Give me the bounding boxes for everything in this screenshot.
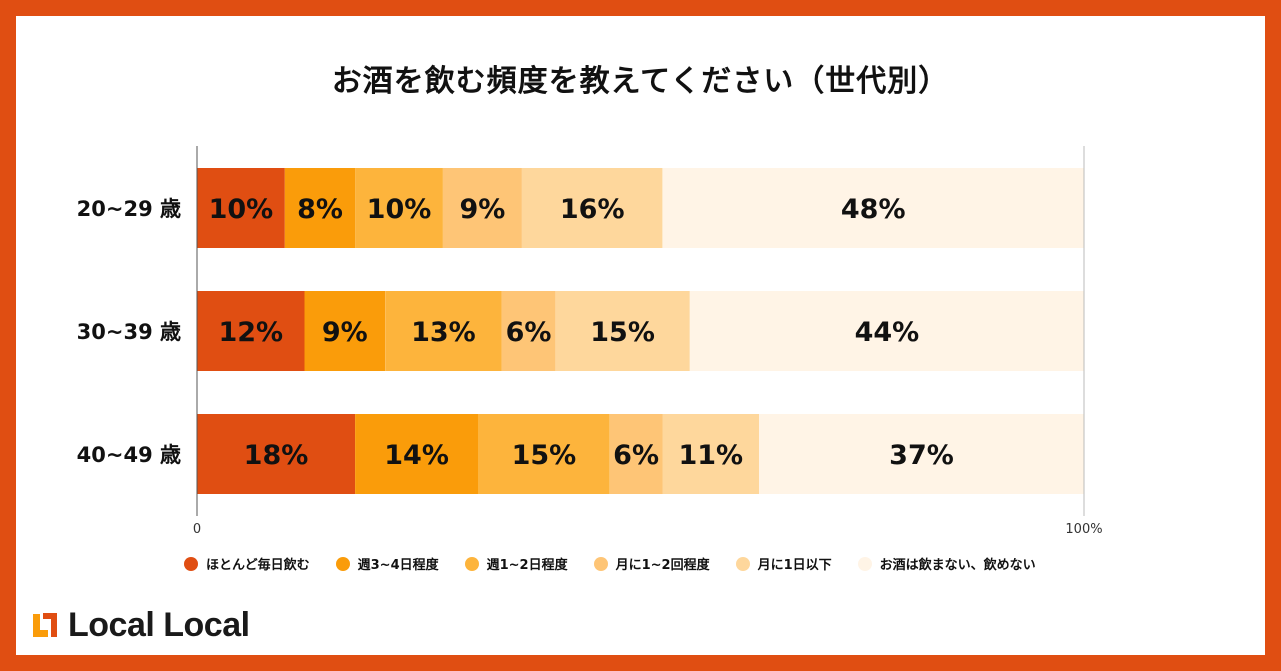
data-label: 6% [613, 440, 659, 471]
data-label: 9% [459, 194, 505, 225]
bar-segment [355, 414, 479, 494]
legend-swatch [464, 556, 479, 571]
legend-label: お酒は飲まない、飲めない [879, 558, 1036, 573]
brand-logo: Local Local [30, 608, 250, 642]
legend-item: 月に1~2回程度 [593, 554, 710, 573]
bar-segment [442, 168, 522, 248]
legend-swatch [735, 556, 750, 571]
bar-segment [284, 168, 356, 248]
legend-item: ほとんど毎日飲む [184, 554, 310, 573]
bar-segment [478, 414, 610, 494]
stacked-bar-chart: 20~29 歳 10% 8% 10% 9% 16% 48% 30~39 歳 12% 9% 13% 6%… [77, 146, 1103, 536]
data-label: 18% [244, 440, 309, 471]
bar-segment [555, 291, 690, 371]
data-label: 15% [512, 440, 577, 471]
bar-segment [521, 168, 663, 248]
chart-legend: ほとんど毎日飲む 週3~4日程度 週1~2日程度 月に1~2回程度 月に1日以下 お酒は飲… [184, 554, 1036, 573]
chart-title: お酒を飲む頻度を教えてください（世代別） [331, 64, 950, 99]
logo-text: Local Local [68, 606, 250, 644]
bar-segment [355, 168, 443, 248]
bar-segment [385, 291, 502, 371]
data-label: 9% [322, 317, 368, 348]
data-label: 10% [209, 194, 274, 225]
data-label: 16% [560, 194, 625, 225]
data-label: 12% [218, 317, 283, 348]
data-label: 37% [889, 440, 954, 471]
bar-segment [662, 168, 1084, 248]
x-tick-label: 0 [193, 522, 201, 536]
data-label: 44% [855, 317, 920, 348]
x-tick-label: 100% [1065, 522, 1102, 536]
data-label: 8% [297, 194, 343, 225]
legend-swatch [857, 556, 872, 571]
data-label: 14% [384, 440, 449, 471]
legend-label: 週1~2日程度 [486, 558, 568, 573]
legend-item: 週3~4日程度 [335, 554, 439, 573]
bar-segment [689, 291, 1084, 371]
data-label: 48% [841, 194, 906, 225]
category-label: 40~49 歳 [77, 443, 181, 467]
local-local-logo-icon [33, 613, 57, 637]
legend-swatch [593, 556, 608, 571]
bar-segment [304, 291, 386, 371]
bar-segment [197, 291, 305, 371]
legend-swatch [335, 556, 350, 571]
legend-item: お酒は飲まない、飲めない [857, 554, 1036, 573]
data-label: 11% [678, 440, 743, 471]
legend-item: 月に1日以下 [735, 554, 832, 573]
bar-segment [759, 414, 1084, 494]
legend-label: 月に1日以下 [757, 558, 832, 573]
data-label: 13% [411, 317, 476, 348]
bar-segment [501, 291, 556, 371]
category-label: 20~29 歳 [77, 197, 181, 221]
data-label: 15% [590, 317, 655, 348]
bar-segment [197, 414, 356, 494]
legend-label: ほとんど毎日飲む [206, 558, 310, 573]
data-label: 10% [367, 194, 432, 225]
bar-segment [197, 168, 285, 248]
bar-segment [609, 414, 663, 494]
legend-label: 週3~4日程度 [357, 558, 439, 573]
chart-frame: お酒を飲む頻度を教えてください（世代別） 20~29 歳 10% 8% 10% 9% 16… [16, 16, 1265, 655]
bar-segment [662, 414, 760, 494]
legend-label: 月に1~2回程度 [615, 558, 710, 573]
category-label: 30~39 歳 [77, 320, 181, 344]
legend-swatch [184, 556, 198, 571]
data-label: 6% [506, 317, 552, 348]
legend-item: 週1~2日程度 [464, 554, 568, 573]
